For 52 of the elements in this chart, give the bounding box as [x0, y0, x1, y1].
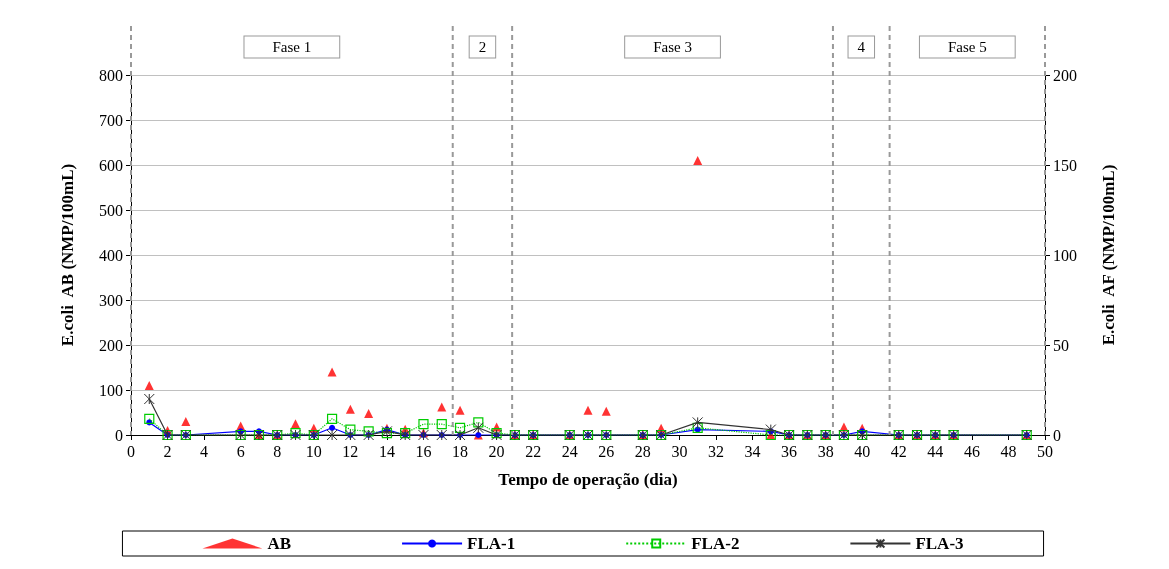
text: 2 [478, 39, 487, 55]
legend-label: FLA-3 [915, 534, 964, 553]
x-tick-label: 10 [305, 442, 322, 460]
y2-tick-label: 100 [1053, 246, 1077, 264]
x-tick-label: 8 [273, 442, 282, 460]
y-tick-label: 200 [99, 336, 123, 354]
x-tick-label: 18 [452, 442, 469, 460]
x-tick-label: 24 [561, 442, 578, 460]
x-tick-label: 50 [1037, 442, 1053, 460]
y-tick-label: 800 [99, 66, 123, 84]
x-tick-label: 16 [415, 442, 432, 460]
text: Fase 5 [947, 39, 987, 55]
y-tick-label: 400 [99, 246, 123, 264]
x-tick-label: 38 [817, 442, 834, 460]
x-tick-label: 4 [200, 442, 209, 460]
y-tick-label: 100 [99, 381, 123, 399]
x-tick-label: 40 [854, 442, 871, 460]
x-tick-label: 22 [525, 442, 542, 460]
y-tick-label: 0 [115, 426, 123, 444]
y2-tick-label: 0 [1053, 426, 1061, 444]
y2-axis-title: E.coli AF (NMP/100mL) [1099, 164, 1118, 346]
x-tick-label: 32 [707, 442, 724, 460]
x-tick-label: 6 [236, 442, 245, 460]
x-tick-label: 0 [127, 442, 135, 460]
text: 4 [857, 39, 866, 55]
x-tick-label: 26 [598, 442, 615, 460]
x-tick-label: 28 [634, 442, 651, 460]
text: Fase 3 [653, 39, 692, 55]
y2-tick-label: 50 [1053, 336, 1069, 354]
x-tick-label: 14 [378, 442, 395, 460]
x-tick-label: 46 [963, 442, 980, 460]
y-tick-label: 600 [99, 156, 123, 174]
y-tick-label: 700 [99, 111, 123, 129]
y-tick-label: 300 [99, 291, 123, 309]
y-tick-label: 500 [99, 201, 123, 219]
legend-label: FLA-1 [467, 534, 516, 553]
y-axis-title: E.coli AB (NMP/100mL) [58, 163, 77, 347]
legend-label: AB [267, 534, 292, 553]
x-tick-label: 48 [1000, 442, 1017, 460]
x-tick-label: 44 [927, 442, 944, 460]
x-tick-label: 36 [781, 442, 798, 460]
x-tick-label: 20 [488, 442, 505, 460]
x-tick-label: 34 [744, 442, 761, 460]
x-tick-label: 2 [163, 442, 172, 460]
x-tick-label: 12 [342, 442, 359, 460]
x-tick-label: 30 [671, 442, 688, 460]
x-axis-title: Tempo de operação (dia) [498, 470, 678, 489]
legend-label: FLA-2 [691, 534, 740, 553]
y2-tick-label: 150 [1053, 156, 1077, 174]
x-tick-label: 42 [890, 442, 907, 460]
y2-tick-label: 200 [1053, 66, 1077, 84]
text: Fase 1 [272, 39, 312, 55]
